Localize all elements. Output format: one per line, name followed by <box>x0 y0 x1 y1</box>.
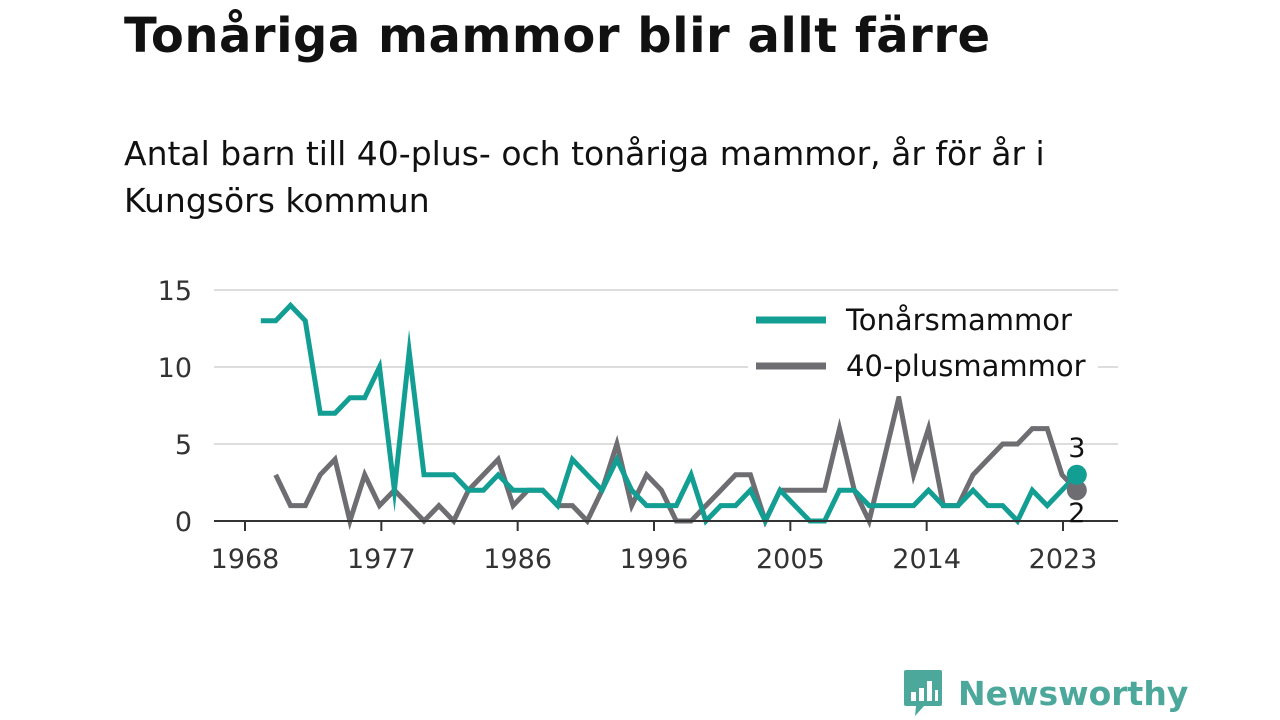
end-label: 2 <box>1068 498 1085 529</box>
y-tick-label: 10 <box>158 353 192 384</box>
end-markers: 32 <box>1066 433 1087 529</box>
legend-background <box>748 296 1098 396</box>
y-tick-label: 5 <box>175 430 192 461</box>
x-tick-label: 1977 <box>347 544 416 575</box>
newsworthy-logo: Newsworthy <box>902 668 1188 718</box>
x-tick-label: 1986 <box>483 544 552 575</box>
end-point <box>1066 464 1087 485</box>
series-line <box>260 301 1079 527</box>
x-tick-label: 1996 <box>620 544 689 575</box>
legend-label: 40-plusmammor <box>846 349 1086 383</box>
y-tick-label: 15 <box>158 276 192 307</box>
chart-title: Tonåriga mammor blir allt färre <box>124 8 991 64</box>
bar-chart-speech-bubble-icon <box>904 670 942 716</box>
y-tick-label: 0 <box>175 507 192 538</box>
brand-name: Newsworthy <box>958 673 1189 713</box>
x-tick-label: 2023 <box>1029 544 1098 575</box>
end-label: 3 <box>1068 433 1085 464</box>
x-tick-label: 1968 <box>211 544 280 575</box>
legend: Tonårsmammor 40-plusmammor <box>748 296 1098 396</box>
end-point <box>1066 480 1087 501</box>
legend-label: Tonårsmammor <box>845 303 1072 337</box>
chart-subtitle: Antal barn till 40-plus- och tonåriga ma… <box>124 134 1045 220</box>
x-tick-label: 2014 <box>892 544 961 575</box>
y-axis-ticks: 0 5 10 15 <box>158 276 192 538</box>
x-tick-label: 2005 <box>756 544 825 575</box>
x-axis: 1968 1977 1986 1996 2005 2014 2023 <box>211 520 1118 575</box>
